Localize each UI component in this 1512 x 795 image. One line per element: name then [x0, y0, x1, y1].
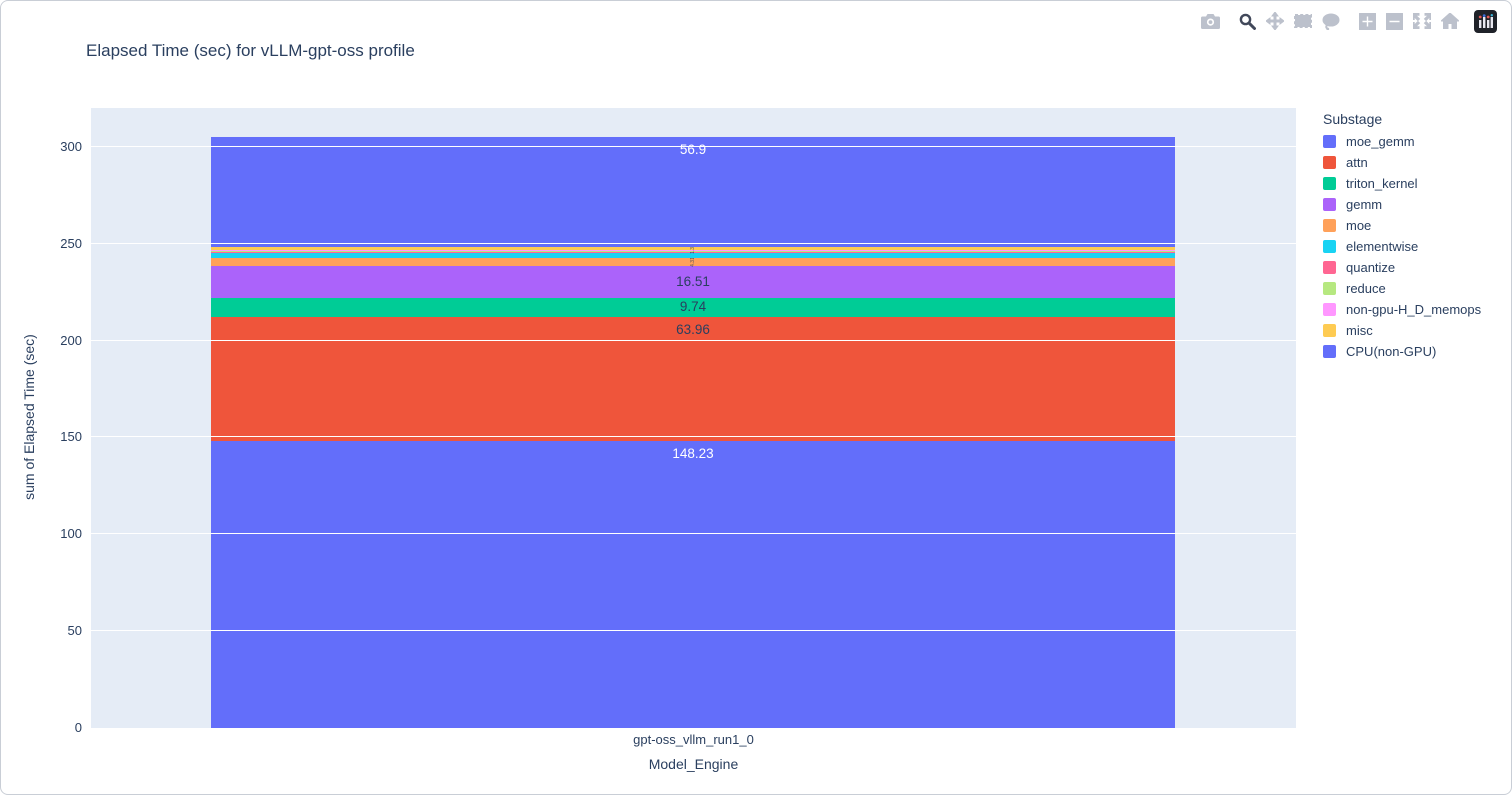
bar-segment-moe_gemm[interactable]: 148.23: [211, 440, 1175, 728]
legend-item-misc[interactable]: misc: [1323, 323, 1481, 338]
legend-title: Substage: [1323, 111, 1383, 127]
zoom-button[interactable]: [1234, 9, 1261, 33]
legend-item-quantize[interactable]: quantize: [1323, 260, 1481, 275]
reset-axes-home-button[interactable]: [1436, 9, 1464, 33]
legend-swatch: [1323, 303, 1336, 316]
plotly-modebar: [1187, 9, 1497, 33]
download-plot-camera-button[interactable]: [1196, 9, 1225, 33]
y-tick-label: 0: [74, 720, 82, 735]
legend-swatch: [1323, 177, 1336, 190]
bar-segment-reduce[interactable]: [211, 250, 1175, 252]
legend-item-label: moe: [1346, 218, 1372, 233]
legend-item-label: moe_gemm: [1346, 134, 1415, 149]
pan-button[interactable]: [1261, 9, 1289, 33]
gridline: [91, 630, 1296, 632]
legend-item-moe_gemm[interactable]: moe_gemm: [1323, 134, 1481, 149]
gridline: [91, 533, 1296, 535]
bar-segment-elementwise[interactable]: [211, 253, 1175, 258]
legend-item-label: gemm: [1346, 197, 1383, 212]
legend-swatch: [1323, 345, 1336, 358]
legend-item-label: elementwise: [1346, 239, 1419, 254]
legend-swatch: [1323, 324, 1336, 337]
bar-segment-quantize[interactable]: [211, 251, 1175, 254]
legend-swatch: [1323, 198, 1336, 211]
legend-swatch: [1323, 240, 1336, 253]
bar-segment-attn[interactable]: 63.96: [211, 316, 1175, 441]
y-tick-label: 300: [60, 138, 82, 154]
stacked-bar: 148.23 63.96 9.74 16.51 4.31 1.32 56.9: [211, 108, 1175, 728]
lasso-select-button[interactable]: [1317, 9, 1345, 33]
bar-segment-label: 16.51: [676, 273, 710, 289]
gridline: [91, 339, 1296, 341]
modebar-group: [1234, 9, 1345, 33]
y-tick-label: 200: [60, 332, 82, 348]
x-axis-tick-label: gpt-oss_vllm_run1_0: [633, 732, 754, 747]
chart-title: Elapsed Time (sec) for vLLM-gpt-oss prof…: [86, 41, 415, 60]
plotly-logo-button[interactable]: [1474, 9, 1497, 33]
bar-segment-non-gpu-H_D_memops[interactable]: [211, 249, 1175, 251]
bar-segment-label: 1.32: [690, 244, 696, 254]
gridline: [91, 145, 1296, 147]
bar-segment-moe[interactable]: 4.31: [211, 257, 1175, 267]
plot-area[interactable]: 148.23 63.96 9.74 16.51 4.31 1.32 56.9: [91, 108, 1296, 728]
bar-segment-label: 9.74: [679, 298, 707, 314]
box-select-button[interactable]: [1289, 9, 1317, 33]
legend: Substage moe_gemm attn triton_kernel gemm mo…: [1323, 111, 1481, 365]
legend-swatch: [1323, 135, 1336, 148]
legend-swatch: [1323, 156, 1336, 169]
bar-segment-label: 148.23: [672, 445, 714, 461]
legend-item-label: triton_kernel: [1346, 176, 1418, 191]
legend-item-label: misc: [1346, 323, 1373, 338]
legend-item-CPU(non-GPU)[interactable]: CPU(non-GPU): [1323, 344, 1481, 359]
autoscale-button[interactable]: [1408, 9, 1436, 33]
legend-item-gemm[interactable]: gemm: [1323, 197, 1481, 212]
modebar-group: [1354, 9, 1464, 33]
legend-item-reduce[interactable]: reduce: [1323, 281, 1481, 296]
legend-item-label: CPU(non-GPU): [1346, 344, 1437, 359]
legend-item-attn[interactable]: attn: [1323, 155, 1481, 170]
y-tick-label: 50: [67, 623, 82, 639]
legend-swatch: [1323, 219, 1336, 232]
zoom-in-button[interactable]: [1354, 9, 1381, 33]
bar-segment-CPU(non-GPU)[interactable]: 56.9: [211, 136, 1175, 248]
x-axis-title: Model_Engine: [648, 756, 739, 772]
legend-item-moe[interactable]: moe: [1323, 218, 1481, 233]
legend-item-label: quantize: [1346, 260, 1396, 275]
gridline: [91, 436, 1296, 438]
legend-item-elementwise[interactable]: elementwise: [1323, 239, 1481, 254]
y-tick-label: 100: [60, 526, 82, 542]
zoom-out-button[interactable]: [1381, 9, 1408, 33]
legend-item-triton_kernel[interactable]: triton_kernel: [1323, 176, 1481, 191]
bar-segment-triton_kernel[interactable]: 9.74: [211, 298, 1175, 317]
modebar-group: [1196, 9, 1225, 33]
gridline: [91, 242, 1296, 244]
legend-item-label: reduce: [1346, 281, 1386, 296]
legend-item-non-gpu-H_D_memops[interactable]: non-gpu-H_D_memops: [1323, 302, 1481, 317]
bar-segment-misc[interactable]: 1.32: [211, 244, 1175, 254]
legend-swatch: [1323, 261, 1336, 274]
legend-swatch: [1323, 282, 1336, 295]
y-tick-label: 250: [60, 235, 82, 251]
bar-segment-label: 56.9: [679, 141, 707, 157]
legend-item-label: attn: [1346, 155, 1368, 170]
bar-segment-label: 63.96: [676, 321, 710, 337]
y-tick-label: 150: [60, 429, 82, 445]
bar-segment-gemm[interactable]: 16.51: [211, 266, 1175, 299]
legend-item-label: non-gpu-H_D_memops: [1346, 302, 1482, 317]
